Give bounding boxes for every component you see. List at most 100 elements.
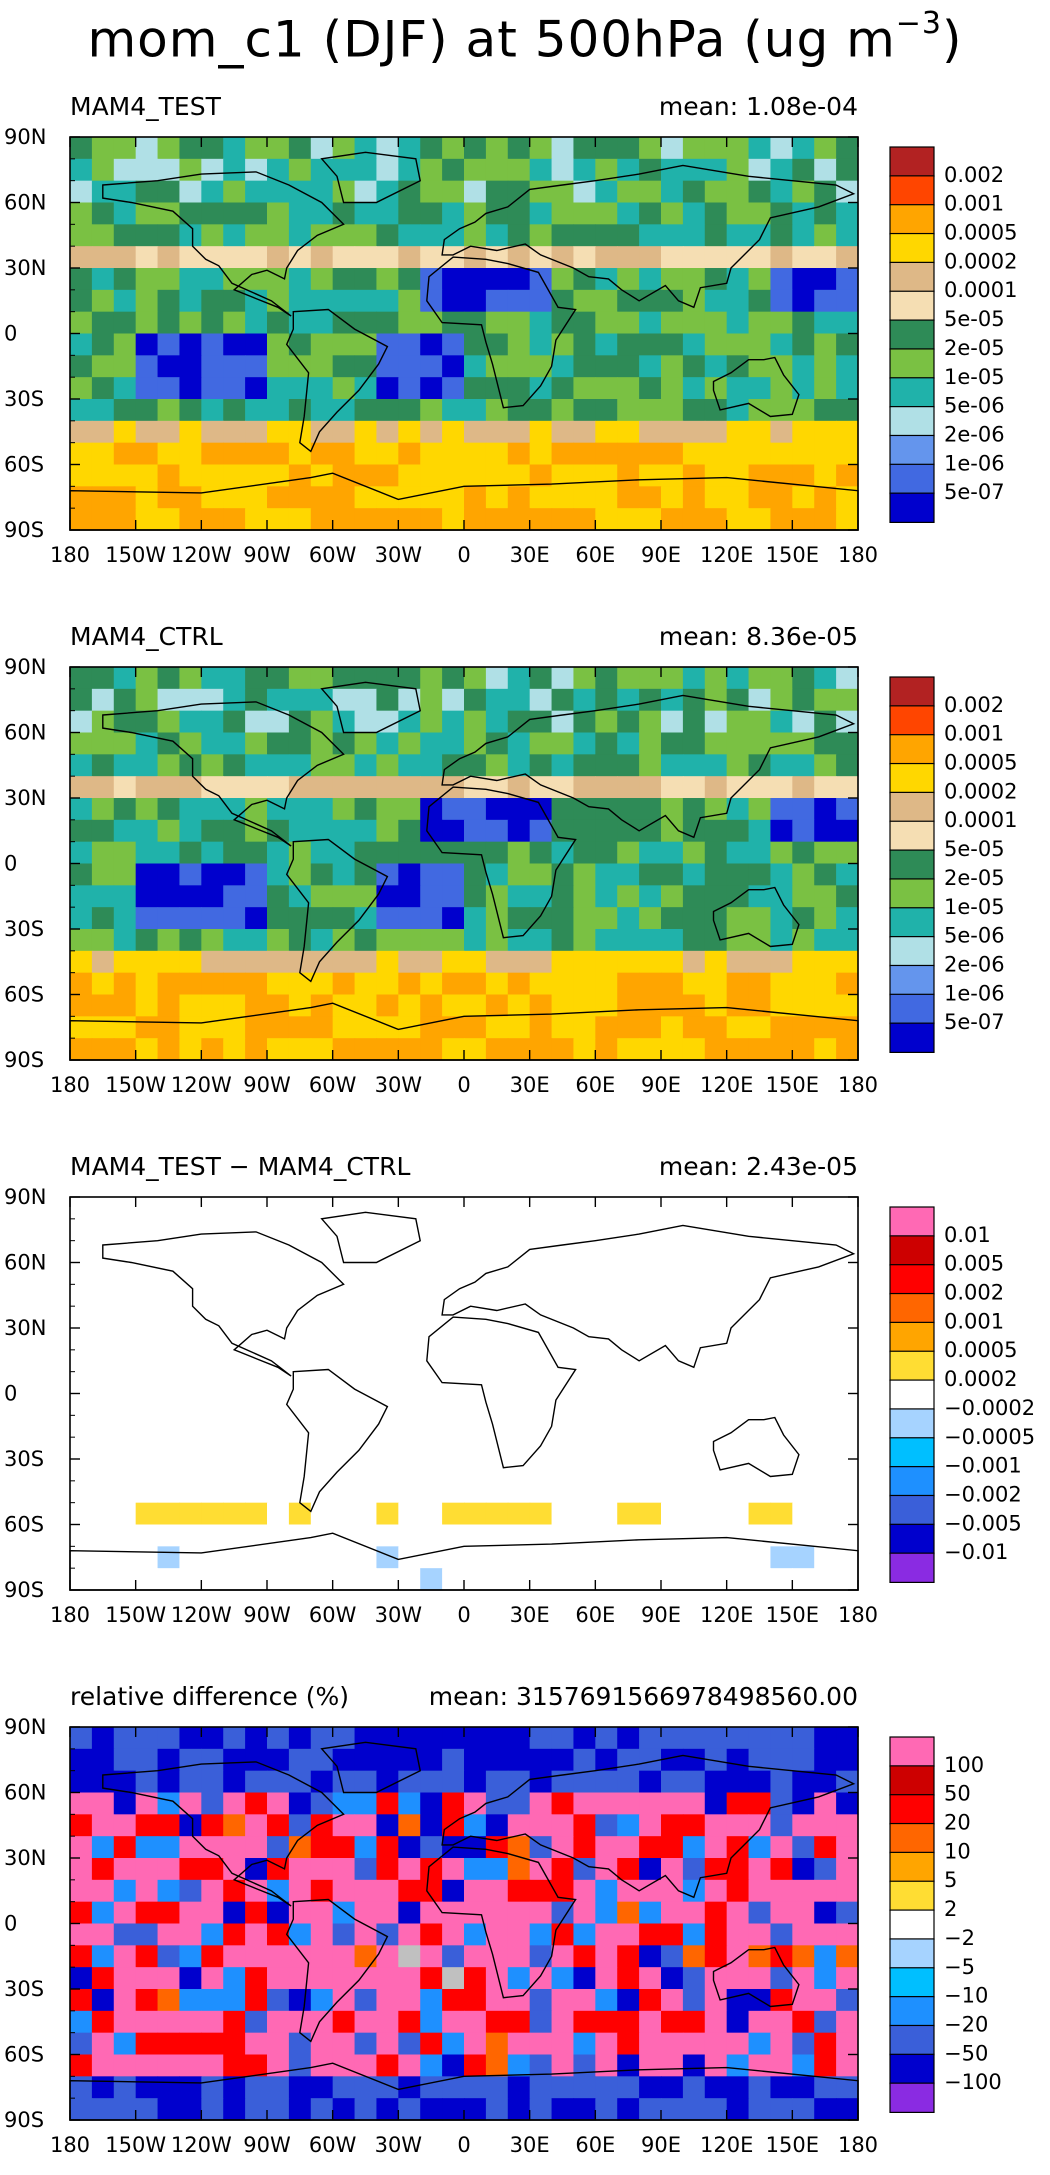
map-cell [135,994,159,1017]
map-cell [442,950,465,974]
map-cell [792,1240,815,1264]
colorbar-label: 0.0005 [944,1338,1017,1362]
map-cell [179,442,202,466]
map-cell [354,420,378,444]
map-cell [529,972,553,996]
map-cell [573,885,596,908]
map-cell [398,158,421,182]
map-cell [398,950,421,974]
map-cell [770,2010,793,2034]
map-cell [507,508,531,531]
map-cell [179,1792,202,1815]
map-cell [704,1568,728,1591]
map-cell [595,929,618,952]
map-cell [464,355,487,378]
map-cell [617,863,640,886]
map-cell [245,2054,268,2077]
map-cell [748,1858,772,1881]
map-cell [485,1546,509,1569]
map-cell [704,1393,728,1416]
map-cell [704,754,728,777]
map-cell [726,1901,750,1925]
x-tick-label: 90W [243,1603,291,1627]
map-cell [157,202,181,225]
map-cell [464,1568,487,1591]
map-cell [704,442,728,466]
map-cell [245,464,268,487]
map-cell [113,1901,137,1925]
map-cell [639,1349,662,1373]
map-cell [726,1524,750,1547]
map-cell [245,1568,268,1591]
map-cell [91,754,115,777]
map-cell [201,1901,224,1925]
map-cell [792,246,815,269]
map-cell [288,907,312,930]
map-cell [113,464,137,487]
map-cell [376,994,399,1017]
y-tick-label: 60S [4,1513,44,1537]
map-cell [442,1792,465,1815]
map-cell [70,1218,93,1242]
map-cell [814,1218,837,1242]
map-cell [704,1415,728,1438]
map-cell [91,399,115,422]
map-cell [223,1792,246,1815]
y-tick-label: 60N [4,191,46,215]
panel-ctrl: MAM4_CTRL mean: 8.36e-05 180 150W 120W 90W 60W… [0,615,1050,1115]
map-cell [639,486,662,509]
map-cell [310,202,334,225]
map-cell [617,1371,640,1395]
map-cell [507,180,531,204]
map-cell [507,907,531,930]
map-cell [201,1989,224,2012]
map-cell [639,2076,662,2099]
map-cell [223,2076,246,2099]
map-cell [573,486,596,509]
map-cell [113,1923,137,1946]
colorbar-label: 5e-07 [944,1010,1005,1034]
map-cell [814,841,837,865]
map-cell [113,1858,137,1881]
map-cell [748,819,772,843]
x-tick-label: 30W [375,1073,423,1097]
map-cell [639,1748,662,1772]
map-cell [639,1262,662,1285]
map-cell [398,1306,421,1329]
map-cell [376,1923,399,1946]
map-cell [113,1989,137,2012]
map-cell [91,224,115,247]
map-cell [332,202,356,225]
map-cell [617,1240,640,1264]
map-cell [442,399,465,422]
map-cell [814,399,837,422]
map-cell [332,1480,356,1504]
map-cell [529,486,553,509]
map-cell [332,1770,356,1794]
map-cell [836,1016,859,1039]
map-cell [201,1349,224,1373]
map-cell [135,355,159,378]
map-cell [70,268,93,291]
map-cell [135,885,159,908]
map-cell [748,180,772,204]
map-cell [420,1945,443,1968]
map-cell [398,1437,421,1460]
map-cell [157,1858,181,1881]
map-cell [595,508,618,531]
map-cell [748,1328,772,1351]
map-cell [726,972,750,996]
chart-3: relative difference (%) mean: 31576915669… [4,1682,1002,2157]
map-cell [573,1836,596,1859]
map-cell [573,1792,596,1815]
map-cell [354,1038,378,1061]
map-cell [529,863,553,886]
map-cell [682,2032,706,2056]
map-cell [551,508,575,531]
colorbar-swatch [889,146,935,177]
map-cell [376,246,399,269]
colorbar-label: −0.002 [944,1482,1022,1506]
map-cell [529,1016,553,1039]
map-cell [223,929,246,952]
map-cell [442,863,465,886]
